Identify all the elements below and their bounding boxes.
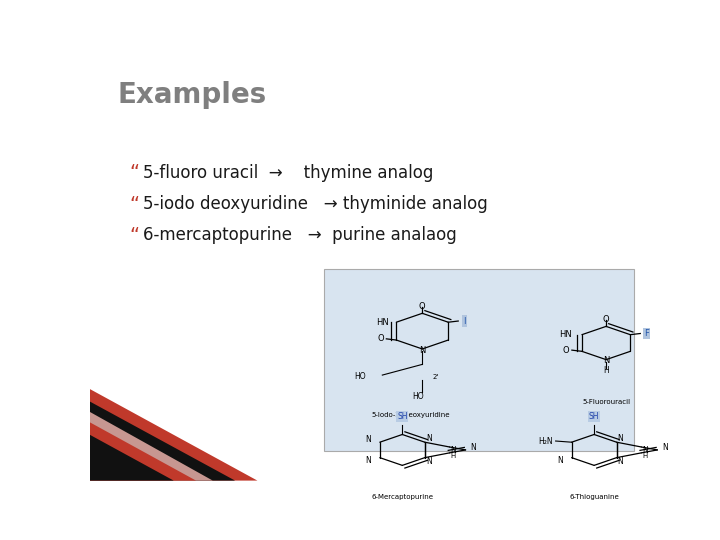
Text: 6-Mercaptopurine: 6-Mercaptopurine — [372, 495, 433, 501]
Text: I: I — [463, 316, 465, 326]
Text: N: N — [426, 434, 432, 443]
Text: SH: SH — [397, 413, 408, 421]
Text: H: H — [451, 454, 456, 460]
Text: SH: SH — [589, 413, 599, 421]
Text: N: N — [557, 456, 562, 464]
FancyBboxPatch shape — [324, 268, 634, 451]
Text: N: N — [365, 435, 371, 444]
Text: Examples: Examples — [118, 82, 267, 110]
Text: HO: HO — [413, 392, 424, 401]
Text: N: N — [603, 356, 609, 366]
Text: 5-iodo deoxyuridine   → thyminide analog: 5-iodo deoxyuridine → thyminide analog — [143, 195, 487, 213]
Polygon shape — [90, 412, 213, 481]
Text: 6-Thioguanine: 6-Thioguanine — [570, 495, 619, 501]
Text: “: “ — [129, 164, 139, 183]
Polygon shape — [90, 422, 196, 481]
Text: O: O — [603, 315, 609, 324]
Text: 2': 2' — [432, 374, 438, 381]
Text: 5-Iodo-2'-deoxyuridine: 5-Iodo-2'-deoxyuridine — [371, 413, 449, 418]
Text: 5-fluoro uracil  →    thymine analog: 5-fluoro uracil → thymine analog — [143, 164, 433, 182]
Text: N: N — [365, 456, 371, 464]
Text: N: N — [662, 443, 668, 452]
Text: H₂N: H₂N — [539, 436, 553, 446]
Text: N: N — [618, 434, 624, 443]
Text: 6-mercaptopurine   →  purine analaog: 6-mercaptopurine → purine analaog — [143, 226, 456, 244]
Polygon shape — [90, 402, 235, 481]
Text: N: N — [451, 446, 456, 455]
Text: O: O — [377, 334, 384, 343]
Text: H: H — [643, 454, 648, 460]
Text: HN: HN — [559, 330, 572, 339]
Text: HN: HN — [376, 318, 389, 327]
Text: F: F — [644, 329, 649, 338]
Text: N: N — [471, 443, 477, 452]
Polygon shape — [90, 435, 174, 481]
Text: “: “ — [129, 194, 139, 214]
Polygon shape — [90, 389, 258, 481]
Text: N: N — [426, 457, 432, 465]
Text: H: H — [603, 366, 609, 375]
Text: O: O — [419, 302, 426, 310]
Text: “: “ — [129, 226, 139, 245]
Text: N: N — [419, 346, 426, 355]
Text: 5-Fluorouracil: 5-Fluorouracil — [582, 400, 630, 406]
Text: N: N — [618, 457, 624, 465]
Text: O: O — [562, 346, 570, 355]
Text: HO: HO — [355, 372, 366, 381]
Text: N: N — [642, 446, 648, 455]
